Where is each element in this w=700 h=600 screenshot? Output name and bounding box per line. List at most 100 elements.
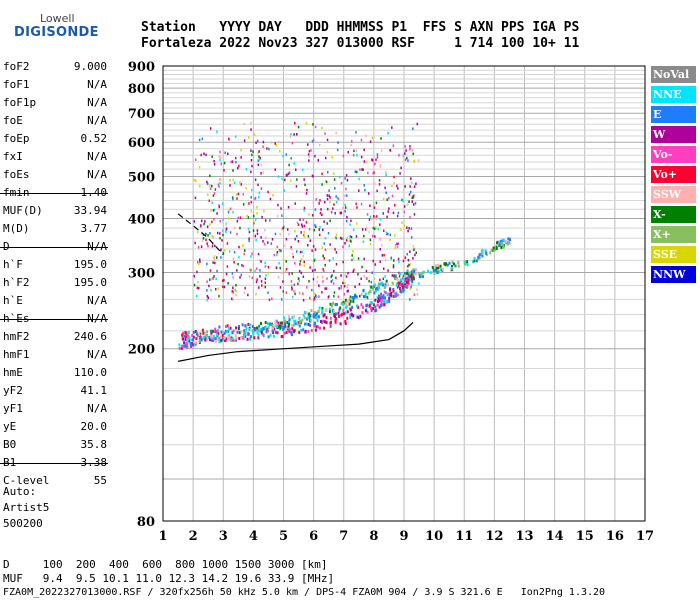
x-trace-point: [257, 328, 260, 332]
echo-point: [256, 205, 258, 209]
echo-point: [345, 187, 347, 191]
echo-point: [365, 134, 367, 138]
echo-point: [282, 258, 285, 261]
echo-point: [353, 149, 355, 153]
echo-point: [382, 277, 385, 281]
o-trace-point: [307, 322, 310, 326]
x-trace-point: [262, 327, 265, 331]
echo-point: [291, 295, 294, 299]
echo-point: [354, 285, 356, 289]
o-trace-point: [406, 276, 409, 280]
x-trace-point: [332, 301, 335, 305]
echo-point: [371, 234, 374, 238]
x-trace-point: [341, 302, 344, 306]
x-trace-point: [480, 249, 483, 253]
o-trace-point: [346, 316, 349, 320]
echo-point: [244, 286, 246, 290]
x-trace-point: [344, 306, 347, 310]
separator: [0, 247, 108, 248]
echo-point: [394, 246, 396, 249]
echo-point: [215, 256, 218, 259]
x-trace-point: [500, 245, 503, 249]
echo-point: [307, 143, 309, 146]
x-trace-point: [508, 240, 511, 244]
echo-point: [198, 262, 200, 266]
o-trace-point: [322, 319, 325, 323]
echo-point: [248, 202, 250, 205]
echo-point: [314, 224, 316, 227]
echo-point: [220, 248, 222, 251]
echo-point: [314, 154, 316, 158]
x-tick-label: 4: [249, 529, 258, 544]
param-row: fmin 1.40: [3, 184, 107, 202]
echo-point: [316, 280, 318, 284]
param-row: hmE 110.0: [3, 364, 107, 382]
o-trace-point: [394, 294, 397, 298]
echo-point: [275, 144, 278, 147]
profile-curve: [177, 322, 414, 362]
o-trace-point: [357, 315, 360, 319]
x-trace-point: [296, 322, 299, 326]
echo-point: [247, 293, 249, 297]
echo-point: [277, 275, 280, 279]
echo-point: [397, 211, 400, 215]
echo-point: [389, 238, 391, 242]
x-trace-point: [274, 323, 277, 327]
o-trace-point: [208, 338, 211, 342]
x-trace-point: [396, 278, 399, 282]
o-trace-point: [305, 322, 308, 326]
x-trace-point: [454, 264, 457, 268]
echo-point: [221, 202, 224, 206]
x-trace-point: [335, 302, 338, 306]
o-trace-point: [300, 328, 303, 332]
x-trace-point: [383, 285, 386, 289]
echo-point: [350, 140, 353, 143]
o-trace-point: [411, 277, 414, 281]
x-trace-point: [256, 331, 259, 335]
echo-point: [410, 227, 413, 230]
echo-point: [412, 195, 414, 198]
x-trace-point: [267, 326, 270, 330]
x-trace-point: [505, 239, 508, 243]
echo-point: [196, 286, 199, 290]
param-value: N/A: [87, 348, 107, 361]
echo-point: [406, 156, 408, 160]
echo-point: [374, 215, 377, 219]
o-trace-point: [407, 278, 410, 282]
x-trace-point: [210, 334, 213, 338]
echo-point: [240, 148, 242, 152]
echo-point: [235, 293, 237, 297]
echo-point: [312, 138, 315, 142]
echo-point: [309, 266, 311, 269]
echo-point: [232, 298, 234, 301]
o-trace-point: [192, 343, 195, 347]
x-trace-point: [216, 333, 219, 337]
echo-point: [336, 148, 339, 152]
echo-point: [267, 271, 269, 275]
x-trace-point: [293, 319, 296, 323]
o-trace-point: [182, 331, 185, 335]
o-trace-point: [298, 324, 301, 328]
echo-point: [301, 250, 303, 254]
echo-point: [298, 269, 301, 273]
echo-point: [347, 150, 349, 154]
echo-point: [392, 265, 395, 269]
o-trace-point: [215, 337, 218, 341]
echo-point: [315, 294, 317, 298]
echo-point: [285, 267, 288, 271]
echo-point: [215, 288, 217, 291]
param-value: 41.1: [80, 384, 108, 397]
echo-point: [414, 202, 417, 205]
o-trace-point: [182, 337, 185, 341]
echo-point: [385, 191, 387, 195]
echo-point: [314, 208, 317, 211]
param-row: foEp 0.52: [3, 130, 107, 148]
echo-point: [264, 285, 267, 289]
echo-point: [213, 255, 216, 258]
echo-point: [207, 296, 210, 300]
o-trace-point: [371, 301, 374, 305]
x-trace-point: [387, 283, 390, 287]
echo-point: [334, 187, 336, 190]
o-trace-point: [228, 333, 231, 337]
echo-point: [337, 295, 340, 298]
